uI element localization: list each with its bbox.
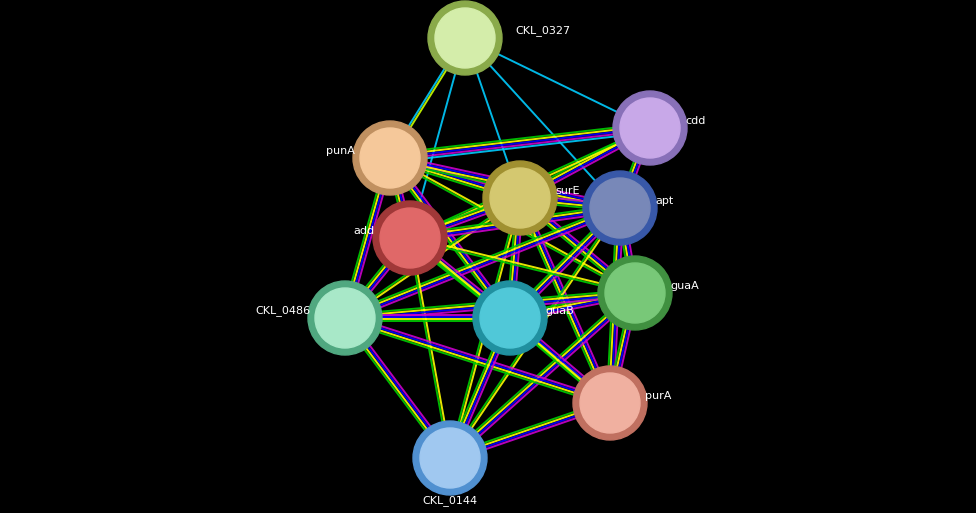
Circle shape xyxy=(373,201,447,275)
Circle shape xyxy=(413,421,487,495)
Text: purA: purA xyxy=(645,391,671,401)
Circle shape xyxy=(620,98,680,158)
Circle shape xyxy=(613,91,687,165)
Text: CKL_0486: CKL_0486 xyxy=(255,306,310,317)
Circle shape xyxy=(598,256,672,330)
Circle shape xyxy=(483,161,557,235)
Circle shape xyxy=(428,1,502,75)
Text: cdd: cdd xyxy=(685,116,706,126)
Circle shape xyxy=(605,263,665,323)
Text: CKL_0327: CKL_0327 xyxy=(515,26,570,36)
Circle shape xyxy=(480,288,540,348)
Circle shape xyxy=(315,288,375,348)
Circle shape xyxy=(573,366,647,440)
Circle shape xyxy=(583,171,657,245)
Circle shape xyxy=(473,281,547,355)
Text: CKL_0144: CKL_0144 xyxy=(423,495,477,506)
Text: add: add xyxy=(354,226,375,236)
Text: surE: surE xyxy=(555,186,580,196)
Circle shape xyxy=(490,168,550,228)
Circle shape xyxy=(590,178,650,238)
Text: apt: apt xyxy=(655,196,673,206)
Text: punA: punA xyxy=(326,146,355,156)
Text: guaB: guaB xyxy=(545,306,574,316)
Circle shape xyxy=(580,373,640,433)
Text: guaA: guaA xyxy=(670,281,699,291)
Circle shape xyxy=(360,128,420,188)
Circle shape xyxy=(420,428,480,488)
Circle shape xyxy=(308,281,382,355)
Circle shape xyxy=(353,121,427,195)
Circle shape xyxy=(380,208,440,268)
Circle shape xyxy=(435,8,495,68)
